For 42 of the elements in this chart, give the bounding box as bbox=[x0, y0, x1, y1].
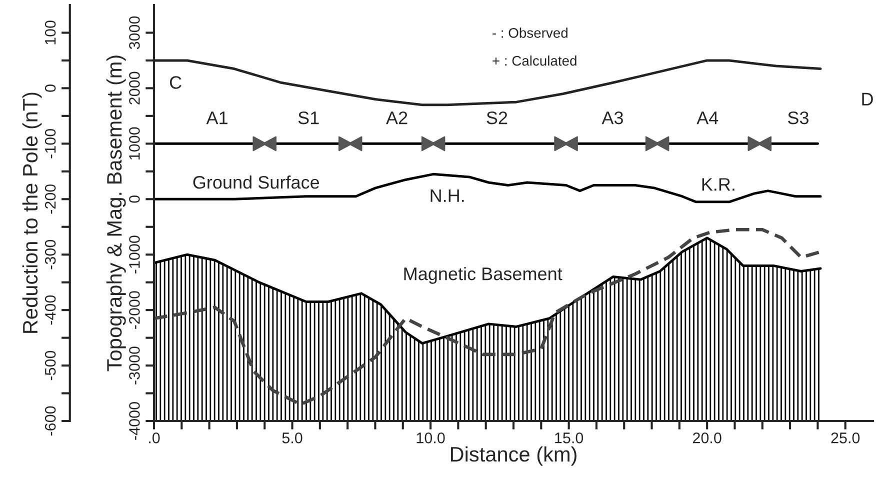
annotation: A1 bbox=[206, 112, 228, 124]
annotation: C bbox=[170, 76, 182, 89]
x-tick-label: 25.0 bbox=[831, 432, 860, 444]
y2-tick-label: -500 bbox=[44, 350, 56, 380]
line-series bbox=[154, 172, 822, 204]
annotation: + : Calculated bbox=[492, 56, 576, 66]
y-tick-label: -3000 bbox=[129, 346, 140, 384]
annotation: K.R. bbox=[702, 178, 734, 191]
annotation: A4 bbox=[696, 112, 718, 124]
annotation: Ground Surface bbox=[193, 175, 320, 189]
y-tick-label: -4000 bbox=[129, 402, 140, 440]
y2-tick-label: -600 bbox=[44, 406, 56, 436]
annotation: D bbox=[862, 92, 873, 106]
x-axis-title: Distance (km) bbox=[450, 446, 576, 466]
annotation: S3 bbox=[788, 111, 808, 124]
annotation: S2 bbox=[486, 111, 508, 124]
y2-tick-label: -200 bbox=[44, 184, 56, 214]
y2-tick-label: 100 bbox=[44, 20, 56, 44]
annotation: Magnetic Basement bbox=[404, 266, 562, 284]
y-tick-label: 3000 bbox=[129, 16, 140, 50]
y2-axis-title: Reduction to the Pole (nT) bbox=[22, 92, 42, 333]
y-tick-label: 0 bbox=[129, 195, 140, 203]
y2-tick-label: -300 bbox=[44, 240, 56, 270]
y-tick-label: 2000 bbox=[129, 72, 140, 104]
y2-tick-label: -100 bbox=[44, 128, 56, 158]
annotation: - : Observed bbox=[492, 28, 568, 38]
annotation: S1 bbox=[298, 111, 319, 124]
y-axis-title: Topography & Mag. Basement (m) bbox=[106, 56, 126, 372]
y-tick-label: -1000 bbox=[129, 236, 140, 274]
y2-tick-label: -400 bbox=[44, 295, 56, 325]
x-tick-label: 10.0 bbox=[416, 432, 445, 444]
annotation: A2 bbox=[386, 111, 408, 124]
annotation: N.H. bbox=[430, 189, 464, 202]
annotation: A3 bbox=[602, 111, 623, 124]
x-tick-label: .0 bbox=[149, 432, 160, 444]
x-tick-label: 15.0 bbox=[555, 432, 584, 444]
x-tick-label: 5.0 bbox=[282, 432, 302, 444]
x-tick-label: 20.0 bbox=[692, 432, 722, 444]
y2-tick-label: 0 bbox=[44, 84, 56, 92]
line-series bbox=[154, 236, 822, 345]
y-tick-label: 1000 bbox=[129, 127, 140, 160]
y-tick-label: -2000 bbox=[129, 291, 140, 329]
